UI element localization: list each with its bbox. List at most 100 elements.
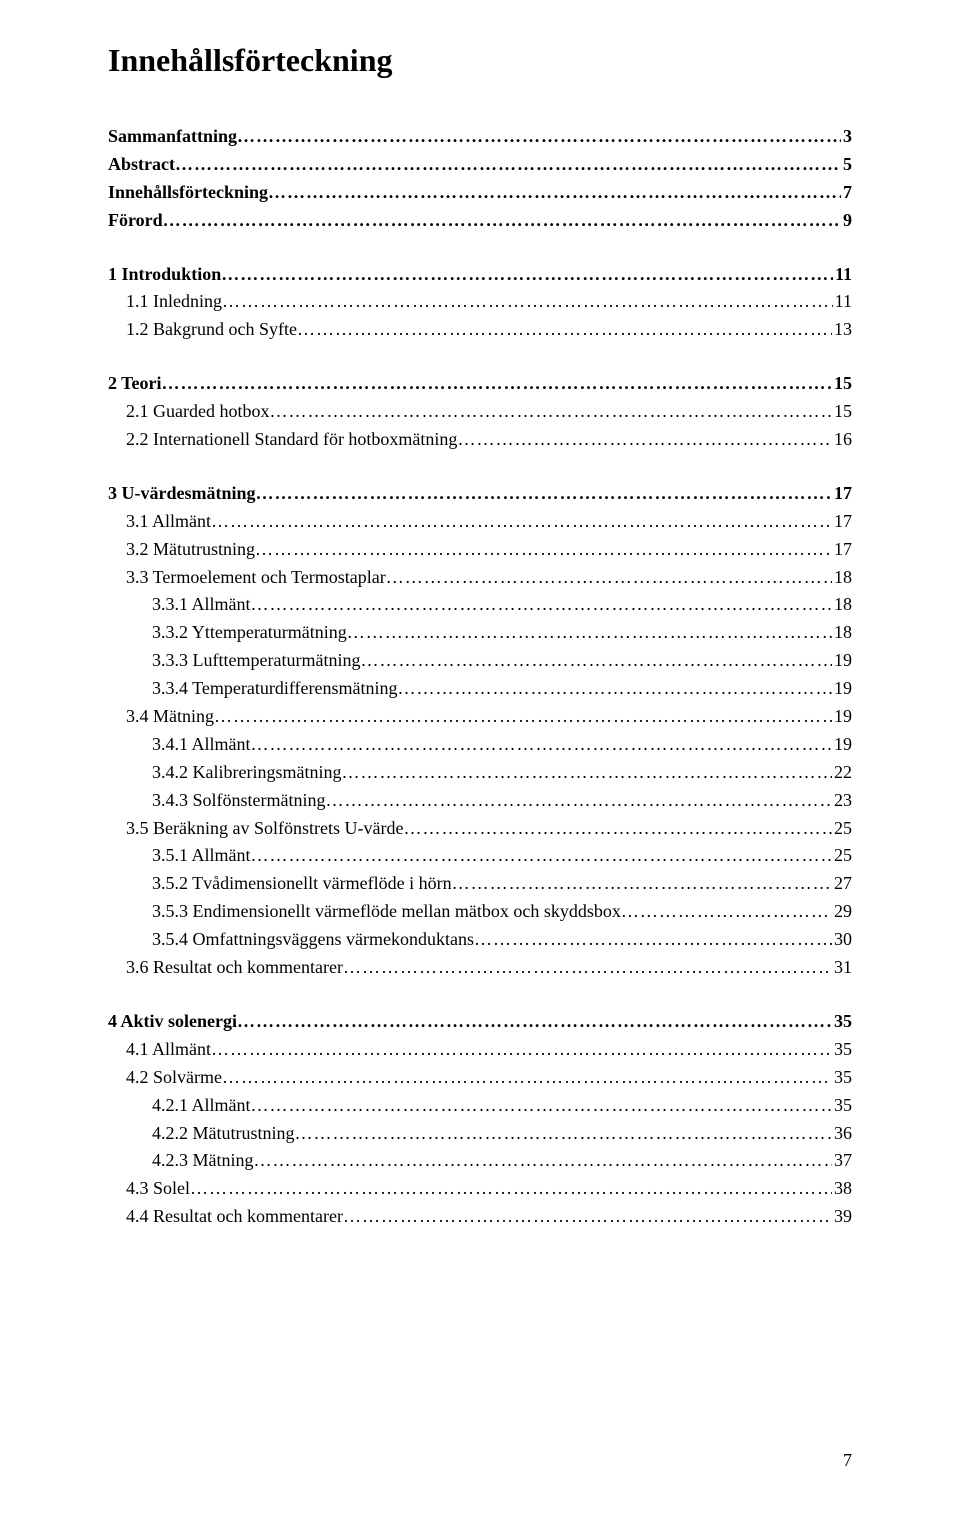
toc-entry: 2.2 Internationell Standard för hotboxmä… xyxy=(108,426,852,454)
toc-entry: 3.4.1 Allmänt19 xyxy=(108,731,852,759)
toc-gap xyxy=(108,344,852,370)
toc-leader xyxy=(343,954,832,982)
toc-entry: 1 Introduktion11 xyxy=(108,261,852,289)
toc-entry-label: 3.6 Resultat och kommentarer xyxy=(126,954,343,982)
toc-entry: Förord9 xyxy=(108,207,852,235)
toc-entry: 3.1 Allmänt17 xyxy=(108,508,852,536)
toc-entry-page: 7 xyxy=(841,179,852,207)
toc-entry-label: 3.4 Mätning xyxy=(126,703,214,731)
toc-entry-label: 4.2.3 Mätning xyxy=(152,1147,254,1175)
toc-entry: 4.2.3 Mätning 37 xyxy=(108,1147,852,1175)
toc-leader xyxy=(222,288,833,316)
toc-leader xyxy=(214,703,832,731)
toc-entry: 3.3.3 Lufttemperaturmätning19 xyxy=(108,647,852,675)
toc-leader xyxy=(254,1147,833,1175)
toc-entry-label: 4.2.1 Allmänt xyxy=(152,1092,251,1120)
toc-entry-label: 3.4.2 Kalibreringsmätning xyxy=(152,759,341,787)
toc-entry: 3.5 Beräkning av Solfönstrets U-värde25 xyxy=(108,815,852,843)
toc-leader xyxy=(175,151,841,179)
toc-leader xyxy=(297,316,832,344)
toc-leader xyxy=(221,261,833,289)
toc-entry: 3.5.4 Omfattningsväggens värmekonduktans… xyxy=(108,926,852,954)
toc-entry: 4.4 Resultat och kommentarer39 xyxy=(108,1203,852,1231)
toc-entry-page: 38 xyxy=(832,1175,852,1203)
toc-leader xyxy=(251,731,833,759)
toc-entry-label: 3 U-värdesmätning xyxy=(108,480,256,508)
toc-entry: 3.6 Resultat och kommentarer31 xyxy=(108,954,852,982)
toc-entry-label: 4.2 Solvärme xyxy=(126,1064,222,1092)
toc-entry-label: 3.4.3 Solfönstermätning xyxy=(152,787,326,815)
toc-leader xyxy=(211,508,832,536)
toc-entry-label: 4.1 Allmänt xyxy=(126,1036,211,1064)
toc-leader xyxy=(251,842,833,870)
toc-entry-page: 3 xyxy=(841,123,852,151)
toc-entry-page: 37 xyxy=(832,1147,852,1175)
toc-entry-label: Abstract xyxy=(108,151,175,179)
toc-leader xyxy=(343,1203,832,1231)
toc-entry-page: 35 xyxy=(832,1092,852,1120)
toc-leader xyxy=(268,179,841,207)
toc-leader xyxy=(251,591,833,619)
toc-entry-page: 35 xyxy=(832,1008,852,1036)
toc-leader xyxy=(211,1036,832,1064)
toc-entry-label: 4 Aktiv solenergi xyxy=(108,1008,237,1036)
toc-entry: 3.3 Termoelement och Termostaplar18 xyxy=(108,564,852,592)
toc-leader xyxy=(256,480,833,508)
toc-entry: 2.1 Guarded hotbox15 xyxy=(108,398,852,426)
toc-entry: 1.2 Bakgrund och Syfte13 xyxy=(108,316,852,344)
toc-leader xyxy=(269,398,832,426)
toc-entry-label: 3.1 Allmänt xyxy=(126,508,211,536)
toc-entry-label: 2 Teori xyxy=(108,370,162,398)
toc-entry-page: 35 xyxy=(832,1036,852,1064)
toc-leader xyxy=(457,426,832,454)
toc-leader xyxy=(403,815,832,843)
toc-entry: 2 Teori15 xyxy=(108,370,852,398)
toc-entry-label: 3.3.1 Allmänt xyxy=(152,591,251,619)
toc-leader xyxy=(237,123,841,151)
toc-entry-page: 16 xyxy=(832,426,852,454)
toc-leader xyxy=(452,870,832,898)
toc-leader xyxy=(347,619,832,647)
toc-entry-page: 13 xyxy=(832,316,852,344)
toc-entry: 4.1 Allmänt 35 xyxy=(108,1036,852,1064)
toc-leader xyxy=(163,207,841,235)
toc-entry-label: Innehållsförteckning xyxy=(108,179,268,207)
toc-entry-label: 2.2 Internationell Standard för hotboxmä… xyxy=(126,426,457,454)
toc-entry: Innehållsförteckning 7 xyxy=(108,179,852,207)
toc-entry-page: 27 xyxy=(832,870,852,898)
toc-entry-page: 19 xyxy=(832,675,852,703)
toc-gap xyxy=(108,235,852,261)
toc-entry: 4.2.1 Allmänt 35 xyxy=(108,1092,852,1120)
toc-entry: 3.5.3 Endimensionellt värmeflöde mellan … xyxy=(108,898,852,926)
toc-entry-page: 15 xyxy=(832,398,852,426)
toc-entry-page: 35 xyxy=(832,1064,852,1092)
toc-entry-page: 11 xyxy=(833,261,852,289)
toc-entry-page: 18 xyxy=(832,591,852,619)
toc-leader xyxy=(222,1064,832,1092)
toc-entry-label: 3.3.4 Temperaturdifferensmätning xyxy=(152,675,398,703)
toc-entry-page: 19 xyxy=(832,647,852,675)
toc-entry: 3.5.2 Tvådimensionellt värmeflöde i hörn… xyxy=(108,870,852,898)
toc-entry-page: 39 xyxy=(832,1203,852,1231)
toc-entry-page: 25 xyxy=(832,842,852,870)
toc-entry-page: 17 xyxy=(832,536,852,564)
toc-title: Innehållsförteckning xyxy=(108,42,852,79)
toc-entry: 3.2 Mätutrustning 17 xyxy=(108,536,852,564)
toc-entry: 3.4.3 Solfönstermätning23 xyxy=(108,787,852,815)
toc-entry-page: 18 xyxy=(832,564,852,592)
toc-entry-page: 30 xyxy=(832,926,852,954)
toc-entry: 3.3.4 Temperaturdifferensmätning 19 xyxy=(108,675,852,703)
toc-entry: 3 U-värdesmätning17 xyxy=(108,480,852,508)
toc-leader xyxy=(326,787,833,815)
toc-entry-label: 3.5.1 Allmänt xyxy=(152,842,251,870)
toc-entry-label: 3.5.2 Tvådimensionellt värmeflöde i hörn xyxy=(152,870,452,898)
toc-entry-label: 4.2.2 Mätutrustning xyxy=(152,1120,295,1148)
toc-entry-page: 25 xyxy=(832,815,852,843)
toc-leader xyxy=(621,898,832,926)
toc-list: Sammanfattning3Abstract5Innehållsförteck… xyxy=(108,123,852,1231)
toc-entry-label: 3.2 Mätutrustning xyxy=(126,536,255,564)
toc-leader xyxy=(295,1120,833,1148)
toc-entry-label: 3.4.1 Allmänt xyxy=(152,731,251,759)
toc-entry-label: 1.1 Inledning xyxy=(126,288,222,316)
toc-leader xyxy=(190,1175,832,1203)
